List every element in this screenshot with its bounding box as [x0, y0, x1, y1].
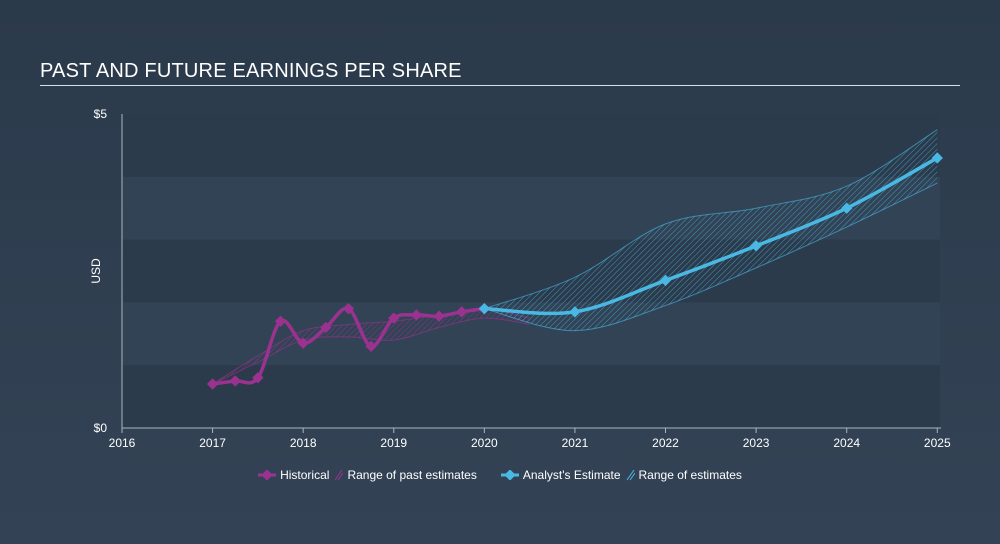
historical-point [229, 375, 241, 387]
historical-point [410, 309, 423, 321]
estimate-point [931, 152, 943, 164]
x-tick-label: 2022 [652, 436, 679, 450]
x-tick-label: 2019 [380, 436, 407, 450]
estimate-point [569, 306, 581, 318]
historical-swatch-icon [258, 470, 277, 480]
future-range-swatch-icon [626, 469, 635, 481]
title-divider [40, 85, 960, 86]
legend-future-range-label: Range of estimates [638, 468, 742, 482]
x-tick-label: 2025 [924, 436, 951, 450]
historical-point [433, 310, 445, 322]
historical-point [274, 315, 287, 327]
estimate-line [482, 156, 940, 316]
legend-estimate-label: Analyst's Estimate [522, 468, 621, 482]
x-tick-label: 2016 [109, 436, 136, 450]
y-tick-label: $0 [94, 421, 108, 435]
future-range-lower [484, 182, 938, 332]
historical-point [297, 337, 309, 349]
grid-bands [122, 114, 940, 428]
historical-point [456, 306, 468, 318]
x-tick-label: 2017 [199, 436, 226, 450]
legend-past-range-label: Range of past estimates [347, 468, 477, 482]
x-tick-label: 2024 [833, 436, 860, 450]
grid-band [122, 365, 940, 428]
legend-future-range[interactable]: Range of estimates [625, 468, 742, 482]
past-range-area [212, 308, 530, 385]
estimate-swatch-icon [500, 470, 519, 480]
axes [121, 114, 941, 433]
future-range-upper [484, 129, 938, 310]
y-tick-label: $5 [94, 107, 108, 121]
grid-band [122, 239, 940, 303]
past-range-swatch-icon [335, 469, 344, 481]
legend-past-range[interactable]: Range of past estimates [333, 468, 477, 482]
historical-point [252, 372, 264, 384]
legend-historical[interactable]: Historical [258, 468, 329, 482]
chart-title: PAST AND FUTURE EARNINGS PER SHARE [40, 60, 462, 82]
historical-point [320, 321, 332, 334]
series-lines [206, 152, 943, 390]
grid-band [122, 114, 940, 177]
legend: Historical Range of past estimates Analy… [0, 468, 1000, 482]
legend-historical-label: Historical [280, 468, 330, 482]
estimate-point [659, 274, 672, 287]
historical-point [365, 340, 377, 353]
future-range-area [484, 129, 938, 331]
x-tick-label: 2020 [471, 436, 498, 450]
historical-point [388, 312, 400, 324]
estimate-ranges [212, 129, 938, 385]
x-tick-label: 2021 [562, 436, 589, 450]
x-tick-label: 2018 [290, 436, 317, 450]
historical-point [342, 303, 355, 315]
historical-point [206, 378, 219, 390]
estimate-point [841, 202, 853, 214]
estimate-point [478, 303, 491, 315]
x-tick-label: 2023 [743, 436, 770, 450]
past-range-lower [212, 317, 530, 385]
y-axis-label: USD [89, 258, 103, 284]
legend-estimate[interactable]: Analyst's Estimate [500, 468, 621, 482]
estimate-point [750, 240, 762, 252]
